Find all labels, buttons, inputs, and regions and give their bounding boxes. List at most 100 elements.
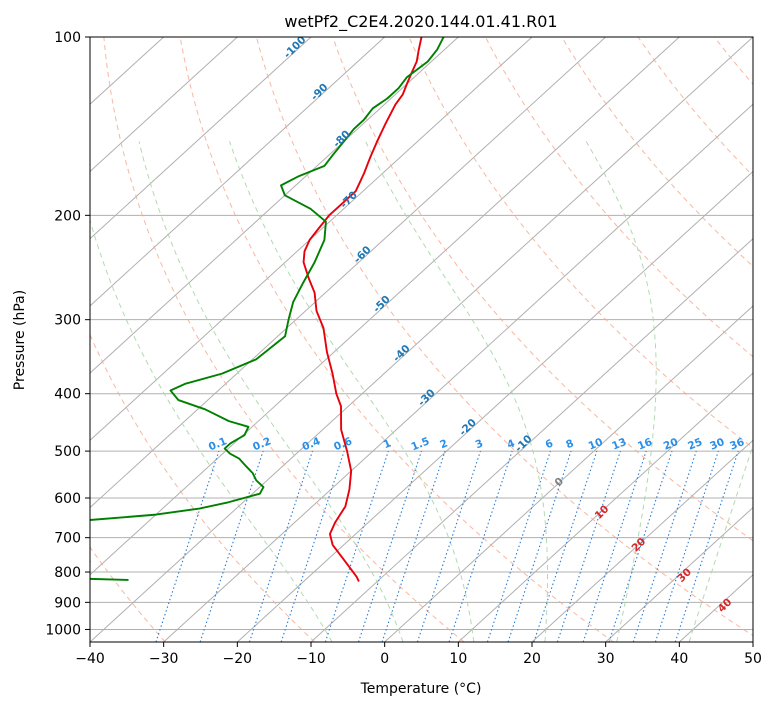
dry-adiabat-line xyxy=(103,37,465,642)
mixing-ratio-line xyxy=(674,450,739,642)
y-axis-label: Pressure (hPa) xyxy=(12,290,28,390)
moist-adiabat-line xyxy=(138,141,404,642)
mixing-ratio-line xyxy=(608,450,673,642)
x-tick-label: −30 xyxy=(149,651,179,667)
y-tick-label: 400 xyxy=(54,387,81,403)
isotherm-line xyxy=(90,37,607,509)
mixing-ratio-line xyxy=(381,450,446,642)
mixing-ratio-label: 20 xyxy=(662,436,680,453)
mixing-ratio-line xyxy=(582,450,647,642)
mixing-ratio-line xyxy=(486,450,551,642)
y-tick-label: 900 xyxy=(54,595,81,611)
isotherm-line xyxy=(605,506,753,642)
x-tick-label: −20 xyxy=(223,651,253,667)
mixing-ratio-label: 16 xyxy=(636,436,654,453)
mixing-ratio-label: 2 xyxy=(438,437,449,451)
isotherm-line xyxy=(90,37,533,442)
moist-adiabat-line xyxy=(90,218,333,642)
isotherm-label: -60 xyxy=(352,244,374,266)
mixing-ratio-label: 6 xyxy=(544,437,555,451)
x-tick-label: 10 xyxy=(449,651,467,667)
x-tick-label: −10 xyxy=(296,651,326,667)
mixing-ratio-line xyxy=(248,450,313,642)
isotherm-label: -50 xyxy=(371,293,393,315)
isotherm-line xyxy=(90,37,312,240)
y-tick-label: 600 xyxy=(54,491,81,507)
y-tick-label: 200 xyxy=(54,208,81,224)
sounding-profiles xyxy=(90,37,445,582)
isotherm-line xyxy=(236,170,753,642)
y-tick-label: 100 xyxy=(54,30,81,46)
isotherm-line xyxy=(90,37,238,173)
isotherm-label: -40 xyxy=(391,343,413,365)
plot-frame xyxy=(89,36,754,643)
isotherm-line xyxy=(310,237,753,642)
mixing-ratio-line xyxy=(507,450,572,642)
x-tick-label: 0 xyxy=(380,651,389,667)
moist-adiabat-label: 40 xyxy=(716,596,735,615)
mixing-ratio-label: 4 xyxy=(505,437,516,451)
isotherm-line xyxy=(90,37,459,374)
isotherm-line xyxy=(90,37,680,576)
y-tick-label: 700 xyxy=(54,531,81,547)
dry-adiabat-line xyxy=(637,37,753,177)
mixing-ratio-line xyxy=(280,450,345,642)
mixing-ratio-label: 25 xyxy=(686,436,704,453)
chart-title: wetPf2_C2E4.2020.144.01.41.R01 xyxy=(284,12,557,32)
mixing-ratio-line xyxy=(324,450,389,642)
y-tick-label: 300 xyxy=(54,313,81,329)
mixing-ratio-label: 30 xyxy=(708,436,726,453)
isotherm-label: -20 xyxy=(457,417,479,439)
mixing-ratio-line xyxy=(448,450,513,642)
mixing-ratio-label: 3 xyxy=(474,437,485,451)
dry-adiabat-line xyxy=(561,37,753,267)
dewpoint-profile-line xyxy=(90,37,445,581)
mixing-ratio-line xyxy=(533,450,598,642)
moist-adiabat-line xyxy=(229,141,475,642)
isotherm-line xyxy=(752,641,753,642)
isotherm-line xyxy=(90,37,386,307)
mixing-ratio-label: 1 xyxy=(382,437,393,451)
x-axis-label: Temperature (°C) xyxy=(360,681,482,697)
isotherm-line xyxy=(384,305,753,642)
dry-adiabat-line xyxy=(255,37,753,637)
background-lines xyxy=(90,37,753,642)
temperature-profile-line xyxy=(302,37,423,582)
x-tick-label: 20 xyxy=(523,651,541,667)
mixing-ratio-line xyxy=(654,450,719,642)
mixing-ratio-line xyxy=(632,450,697,642)
isotherm-line xyxy=(531,439,753,642)
moist-adiabat-line xyxy=(365,141,549,642)
isotherm-label: -100 xyxy=(282,34,309,61)
y-tick-label: 1000 xyxy=(45,622,81,638)
mixing-ratio-line xyxy=(357,450,423,642)
dry-adiabat-line xyxy=(332,37,753,542)
mixing-ratio-label: 13 xyxy=(610,436,628,453)
isotherm-line xyxy=(90,37,753,642)
moist-adiabat-line xyxy=(585,141,657,642)
dry-adiabat-line xyxy=(90,333,316,642)
dry-adiabat-line xyxy=(713,37,753,85)
y-tick-label: 500 xyxy=(54,444,81,460)
moist-adiabat-label: 10 xyxy=(593,503,612,522)
dry-adiabat-line xyxy=(179,37,614,642)
x-tick-label: 40 xyxy=(670,651,688,667)
y-axis-ticks: 100 200 300 400 500 600 700 800 900 1000 xyxy=(45,30,90,638)
x-tick-label: 30 xyxy=(597,651,615,667)
mixing-ratio-label: 36 xyxy=(728,436,746,453)
mixing-ratio-line xyxy=(199,450,264,642)
mixing-ratio-label: 10 xyxy=(587,436,605,453)
x-axis-ticks: −40 −30 −20 −10 0 10 20 30 40 50 xyxy=(75,642,762,667)
isotherm-line xyxy=(163,103,753,642)
mixing-ratio-line xyxy=(416,450,481,642)
isotherm-label: -70 xyxy=(338,189,360,211)
mixing-ratio-line xyxy=(556,450,621,642)
moist-adiabat-label: 30 xyxy=(675,566,694,585)
isotherm-label: -80 xyxy=(331,128,353,150)
dry-adiabat-line xyxy=(484,37,753,358)
y-tick-label: 800 xyxy=(54,565,81,581)
isotherm-label: -90 xyxy=(309,81,331,103)
dry-adiabat-line xyxy=(408,37,753,449)
isotherm-line xyxy=(457,372,753,642)
